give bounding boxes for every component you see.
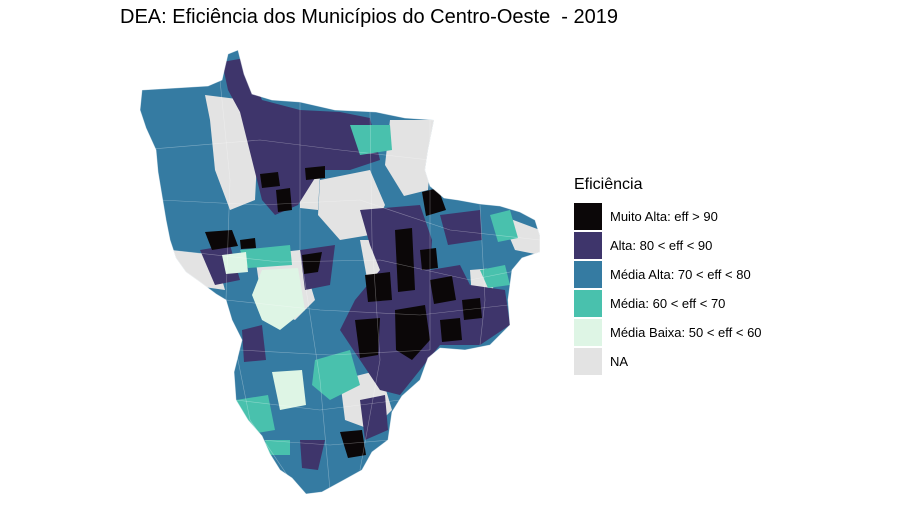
region-media-baixa [252, 268, 305, 330]
region-media [350, 125, 392, 155]
legend-item: Média Alta: 70 < eff < 80 [574, 260, 762, 289]
region-muito-alta [395, 228, 415, 292]
region-muito-alta [260, 172, 280, 188]
region-media [312, 350, 360, 400]
legend-label: Média Alta: 70 < eff < 80 [610, 267, 751, 282]
region-muito-alta [205, 230, 238, 250]
legend-label: Média Baixa: 50 < eff < 60 [610, 325, 762, 340]
chart-title: DEA: Eficiência dos Municípios do Centro… [120, 6, 619, 28]
region-muito-alta [302, 252, 322, 274]
region-muito-alta [420, 248, 438, 270]
legend-swatch [574, 319, 602, 346]
legend-label: NA [610, 354, 629, 369]
legend-item: Média: 60 < eff < 70 [574, 289, 762, 318]
legend-title: Eficiência [574, 176, 643, 193]
region-media-baixa [222, 252, 248, 274]
legend-item: Alta: 80 < eff < 90 [574, 231, 762, 260]
legend-swatch [574, 348, 602, 375]
region-outline [139, 49, 541, 495]
legend-swatch [574, 203, 602, 230]
region-media [265, 440, 290, 455]
legend-item: Média Baixa: 50 < eff < 60 [574, 318, 762, 347]
region-alta [340, 205, 510, 395]
legend: Eficiência Muito Alta: eff > 90 Alta: 80 … [574, 176, 762, 376]
legend-items: Muito Alta: eff > 90 Alta: 80 < eff < 90 M… [574, 202, 762, 376]
legend-swatch [574, 261, 602, 288]
municipal-borders [140, 79, 540, 494]
region-alta [440, 210, 482, 245]
region-alta [300, 440, 325, 470]
legend-swatch [574, 290, 602, 317]
region-muito-alta [240, 238, 256, 249]
region-muito-alta [305, 166, 325, 180]
region-muito-alta [462, 298, 482, 320]
legend-swatch [574, 232, 602, 259]
region-media [480, 265, 510, 288]
legend-label: Alta: 80 < eff < 90 [610, 238, 713, 253]
region-muito-alta [440, 318, 462, 342]
region-muito-alta [395, 305, 430, 360]
legend-item: Muito Alta: eff > 90 [574, 202, 762, 231]
region-muito-alta [340, 430, 366, 458]
region-media [240, 245, 292, 268]
legend-item: NA [574, 347, 762, 376]
region-alta [242, 325, 266, 362]
region-muito-alta [276, 188, 292, 212]
region-media-baixa [272, 370, 306, 410]
region-media [490, 210, 518, 242]
region-muito-alta [355, 318, 380, 358]
legend-label: Média: 60 < eff < 70 [610, 296, 726, 311]
region-muito-alta [365, 272, 392, 302]
region-na [385, 120, 434, 196]
region-muito-alta [430, 276, 456, 304]
region-alta [360, 395, 388, 440]
legend-label: Muito Alta: eff > 90 [610, 209, 718, 224]
